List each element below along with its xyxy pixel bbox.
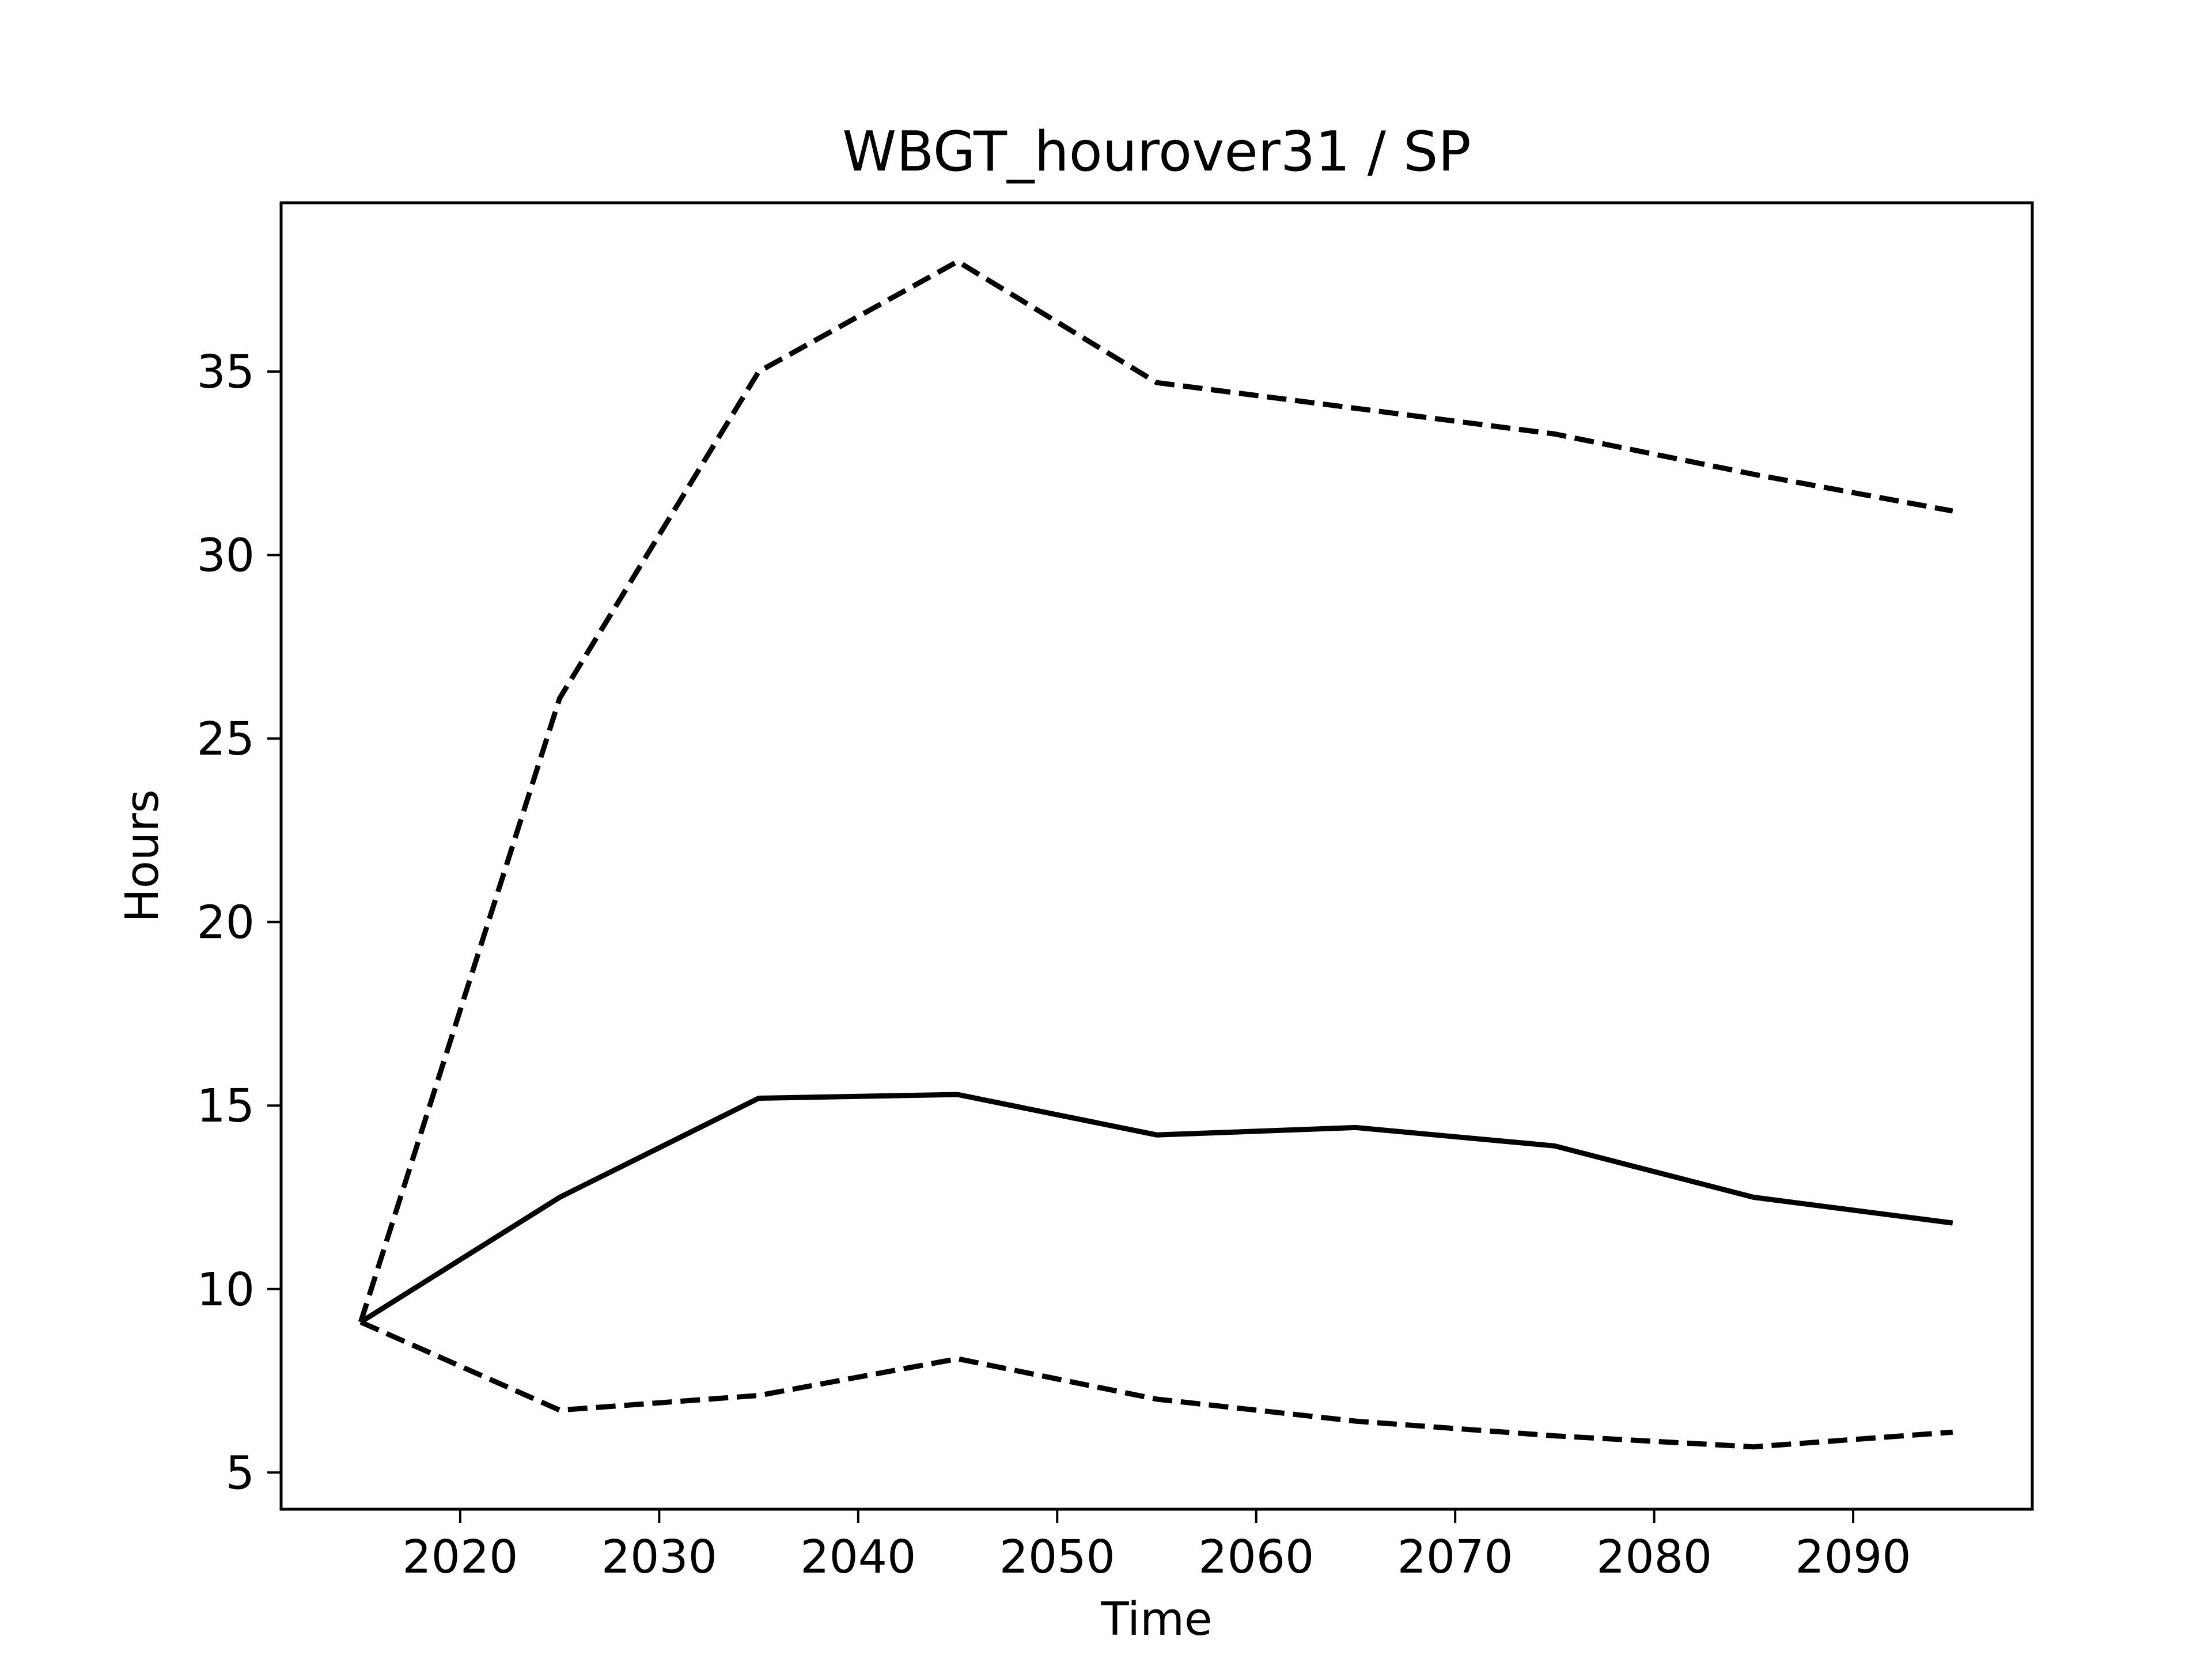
y-tick-label: 20 xyxy=(196,896,255,949)
chart-title: WBGT_hourover31 / SP xyxy=(842,120,1471,184)
plot-area-frame xyxy=(279,201,2034,1511)
series-line-3-dashed xyxy=(359,1319,1953,1450)
y-tick-label: 15 xyxy=(196,1080,255,1132)
y-tick-label: 35 xyxy=(196,346,255,399)
x-tick-label: 2060 xyxy=(1198,1531,1314,1584)
x-tick-label: 2050 xyxy=(999,1531,1115,1584)
x-tick-label: 2030 xyxy=(601,1531,717,1584)
x-tick-label: 2040 xyxy=(800,1531,916,1584)
y-axis: 5 10 15 20 25 30 35 xyxy=(196,346,281,1499)
x-tick-label: 2020 xyxy=(402,1531,518,1584)
series-line-1-dashed xyxy=(358,259,1953,1323)
y-tick-label: 30 xyxy=(196,529,255,582)
y-tick-label: 5 xyxy=(226,1446,255,1499)
x-axis: 2020 2030 2040 2050 2060 2070 2080 2090 xyxy=(402,1509,1911,1584)
y-axis-label: Hours xyxy=(116,789,169,922)
x-axis-label: Time xyxy=(1100,1593,1212,1646)
x-tick-label: 2090 xyxy=(1796,1531,1911,1584)
x-tick-label: 2070 xyxy=(1397,1531,1513,1584)
series-layer xyxy=(358,259,1953,1450)
x-tick-label: 2080 xyxy=(1596,1531,1712,1584)
y-tick-label: 10 xyxy=(196,1263,255,1316)
series-line-2-solid xyxy=(359,1092,1953,1324)
y-tick-label: 25 xyxy=(196,713,255,766)
